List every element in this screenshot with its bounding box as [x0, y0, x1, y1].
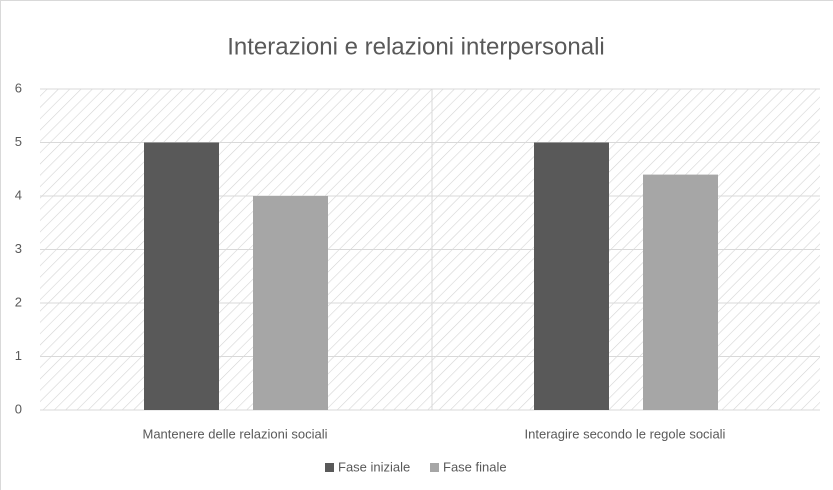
bar: [534, 142, 609, 410]
legend-label: Fase iniziale: [338, 459, 410, 474]
legend-swatch: [430, 463, 439, 472]
y-tick-label: 4: [15, 187, 22, 202]
x-tick-label: Mantenere delle relazioni sociali: [143, 426, 328, 441]
y-tick-label: 2: [15, 294, 22, 309]
y-tick-label: 0: [15, 401, 22, 416]
bar: [643, 174, 718, 410]
y-tick-label: 1: [15, 348, 22, 363]
y-tick-label: 6: [15, 80, 22, 95]
y-tick-label: 5: [15, 134, 22, 149]
bar: [253, 196, 328, 410]
bar: [144, 142, 219, 410]
chart-title: Interazioni e relazioni interpersonali: [227, 33, 605, 60]
y-tick-label: 3: [15, 241, 22, 256]
x-tick-label: Interagire secondo le regole sociali: [525, 426, 726, 441]
legend-swatch: [325, 463, 334, 472]
legend-label: Fase finale: [443, 459, 507, 474]
